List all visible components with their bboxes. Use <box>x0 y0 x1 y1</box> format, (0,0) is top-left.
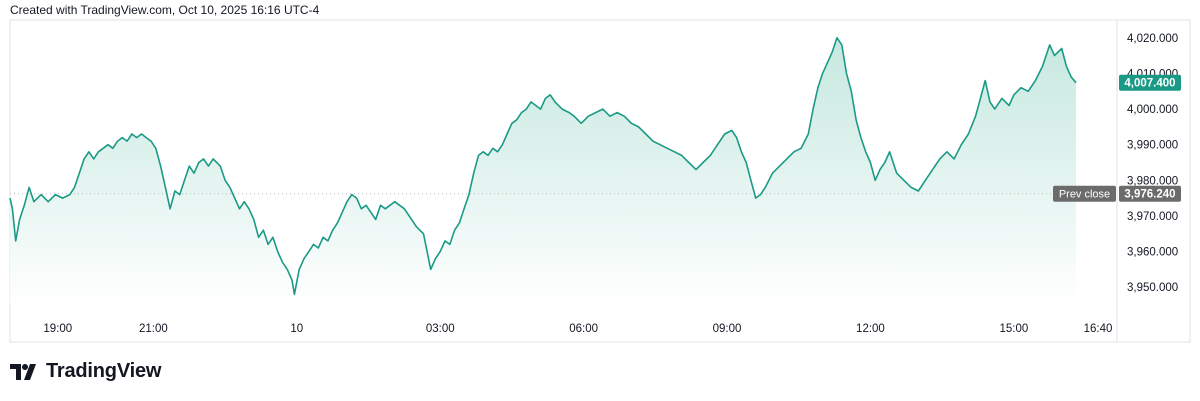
y-tick-label: 3,990.000 <box>1127 140 1178 152</box>
y-tick-label: 3,950.000 <box>1127 282 1178 294</box>
brand-name: TradingView <box>46 360 162 382</box>
x-tick-label: 16:40 <box>1084 323 1113 335</box>
x-tick-label: 09:00 <box>713 323 742 335</box>
y-tick-label: 3,980.000 <box>1127 175 1178 187</box>
x-tick-label: 03:00 <box>426 323 455 335</box>
prev-close-value-label: 3,976.240 <box>1124 189 1175 201</box>
y-tick-label: 4,000.000 <box>1127 104 1178 116</box>
chart-header: Created with TradingView.com, Oct 10, 20… <box>10 3 320 17</box>
tradingview-logo: TradingView <box>10 360 161 383</box>
last-price-tag <box>1119 74 1181 91</box>
prev-close-value-tag <box>1119 185 1181 202</box>
y-tick-label: 3,970.000 <box>1127 211 1178 223</box>
y-tick-label: 4,020.000 <box>1127 33 1178 45</box>
x-tick-label: 19:00 <box>43 323 72 335</box>
x-tick-label: 10 <box>290 323 303 335</box>
prev-close-label: Prev close <box>1059 189 1110 201</box>
price-area-fill <box>10 37 1076 306</box>
price-line <box>9 37 1077 296</box>
y-tick-label: 3,960.000 <box>1127 247 1178 259</box>
prev-close-tag <box>1053 185 1116 202</box>
x-tick-label: 06:00 <box>569 323 598 335</box>
last-price-label: 4,007.400 <box>1124 78 1175 90</box>
tradingview-logo-icon <box>10 363 36 380</box>
x-tick-label: 21:00 <box>139 323 168 335</box>
x-tick-label: 12:00 <box>856 323 885 335</box>
x-tick-label: 15:00 <box>999 323 1028 335</box>
plot-border <box>9 19 1191 343</box>
